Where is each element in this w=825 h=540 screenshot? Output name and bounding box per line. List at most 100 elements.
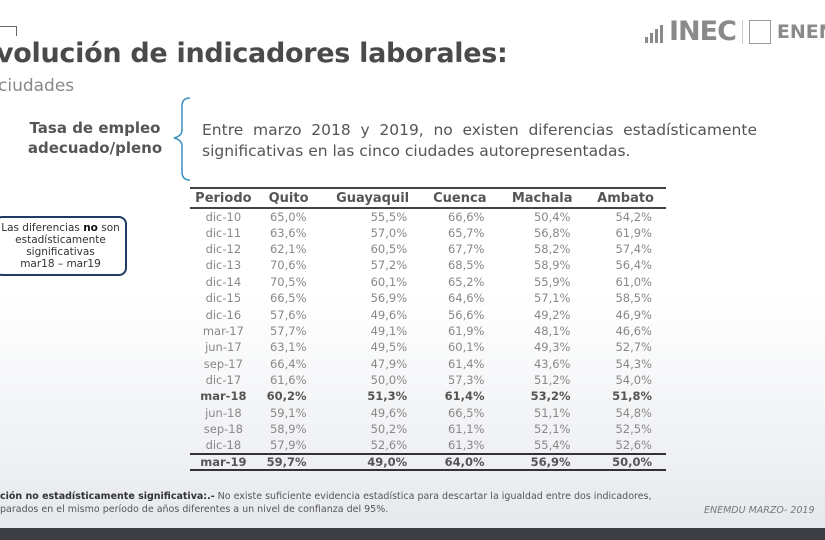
table-row: dic-13 70,6% 57,2% 68,5% 58,9% 56,4%	[190, 257, 666, 273]
table-cell: 50,0%	[584, 452, 666, 472]
inec-logo: INEC ENEM	[645, 18, 825, 45]
table-cell: 52,7%	[615, 340, 652, 355]
note-text: Las diferencias	[1, 222, 84, 234]
table-cell: dic-12	[205, 241, 242, 256]
table-cell: 54,2%	[615, 209, 652, 224]
table-cell: 59,1%	[269, 405, 307, 420]
table-cell: 57,2%	[370, 258, 408, 273]
table-cell: jun-18	[205, 405, 242, 420]
table-cell: 61,3%	[447, 438, 485, 453]
table-cell: 63,1%	[269, 340, 307, 355]
table-cell: sep-17	[203, 356, 243, 371]
table-cell: 64,6%	[447, 291, 485, 306]
table-row: dic-17 61,6% 50,0% 57,3% 51,2% 54,0%	[190, 372, 666, 388]
table-cell: 54,3%	[615, 356, 652, 371]
table-cell: dic-15	[205, 291, 242, 306]
table-cell: 61,9%	[447, 323, 485, 338]
table-cell: 53,2%	[530, 389, 571, 404]
table-cell: 58,2%	[533, 241, 571, 256]
signal-bars-icon	[645, 21, 663, 43]
table-cell: 47,9%	[370, 356, 408, 371]
table-cell: 51,3%	[367, 389, 408, 404]
table-row: dic-11 63,6% 57,0% 65,7% 56,8% 61,9%	[190, 224, 666, 240]
table-cell: 60,5%	[370, 241, 408, 256]
table-cell: dic-17	[205, 373, 242, 388]
table-row: dic-18 57,9% 52,6% 61,3% 55,4% 52,6%	[190, 437, 666, 453]
table-cell: 52,6%	[615, 438, 652, 453]
table-cell: 57,3%	[447, 373, 485, 388]
table-row: dic-12 62,1% 60,5% 67,7% 58,2% 57,4%	[190, 241, 666, 257]
table-cell: 56,8%	[533, 225, 571, 240]
table-cell: 58,9%	[269, 422, 307, 437]
table-cell: 52,6%	[370, 438, 408, 453]
table-cell: 46,9%	[615, 307, 652, 322]
table-cell: 65,7%	[447, 225, 485, 240]
table-cell: 51,8%	[612, 389, 652, 404]
page-subtitle: ciudades	[0, 76, 75, 96]
source-label: ENEMDU MARZO- 2019	[704, 505, 815, 516]
column-header: Cuenca	[421, 187, 499, 209]
table-cell: 54,8%	[615, 405, 652, 420]
significance-note: Las diferencias no son estadísticamente …	[0, 216, 127, 276]
emblem-icon	[748, 19, 771, 44]
table-row: mar-19 59,7% 49,0% 64,0% 56,9% 50,0%	[190, 452, 666, 472]
table-cell: 55,4%	[533, 438, 571, 453]
table-cell: 66,5%	[447, 405, 485, 420]
table-cell: 65,2%	[447, 274, 485, 289]
table-cell: 55,9%	[533, 274, 571, 289]
table-cell: 65,0%	[269, 209, 307, 224]
table-cell: 49,2%	[533, 307, 571, 322]
indicator-label-line2: adecuado/pleno	[27, 139, 163, 157]
table-cell: 70,5%	[269, 274, 307, 289]
table-cell: 49,5%	[370, 340, 408, 355]
table-cell: 59,7%	[256, 452, 321, 472]
corner-decoration	[0, 26, 17, 36]
table-cell: 61,4%	[444, 389, 485, 404]
footnote-text-2: parados en el mismo período de años dife…	[0, 504, 389, 515]
table-row: dic-16 57,6% 49,6% 56,6% 49,2% 46,9%	[190, 306, 666, 322]
table-cell: mar-18	[200, 389, 247, 404]
table-row: sep-17 66,4% 47,9% 61,4% 43,6% 54,3%	[190, 356, 666, 372]
table-row: mar-17 57,7% 49,1% 61,9% 48,1% 46,6%	[190, 323, 666, 339]
curly-brace-icon	[173, 97, 191, 181]
table-cell: dic-10	[205, 209, 242, 224]
note-text: son estadísticamente significativas	[15, 222, 120, 258]
table-cell: 56,6%	[447, 307, 485, 322]
table-row: dic-10 65,0% 55,5% 66,6% 50,4% 54,2%	[190, 208, 666, 224]
table-cell: 60,1%	[370, 274, 408, 289]
table-cell: 57,7%	[269, 323, 307, 338]
logo-text-enemdu: ENEM	[776, 20, 825, 43]
table-cell: 48,1%	[533, 323, 571, 338]
table-cell: 49,0%	[320, 452, 422, 472]
table-cell: 51,1%	[533, 405, 571, 420]
column-header: Ambato	[584, 187, 666, 209]
table-cell: 56,9%	[498, 452, 585, 472]
table-cell: 49,1%	[370, 323, 408, 338]
footnote-bold: ción no estadísticamente significativa:.…	[0, 491, 215, 502]
table-cell: 54,0%	[615, 373, 652, 388]
table-cell: 60,2%	[266, 389, 307, 404]
table-cell: 58,9%	[533, 258, 571, 273]
table-cell: 52,1%	[533, 422, 571, 437]
table-cell: 66,5%	[269, 291, 307, 306]
table-cell: 64,0%	[421, 452, 499, 472]
table-cell: 49,6%	[370, 405, 408, 420]
logo-divider	[741, 19, 743, 44]
column-header: Guayaquil	[320, 187, 422, 209]
table-cell: 57,6%	[269, 307, 307, 322]
table-cell: 50,2%	[370, 422, 408, 437]
column-header: Periodo	[190, 187, 257, 209]
bottom-band	[0, 528, 825, 540]
note-period: mar18 – mar19	[20, 258, 101, 270]
table-cell: 67,7%	[447, 241, 485, 256]
table-cell: dic-16	[205, 307, 242, 322]
table-cell: 52,5%	[615, 422, 652, 437]
footnote: ción no estadísticamente significativa:.…	[0, 490, 652, 516]
table-cell: 68,5%	[447, 258, 485, 273]
indicator-label-line1: Tasa de empleo	[29, 119, 161, 137]
table-cell: 58,5%	[615, 291, 652, 306]
table-cell: sep-18	[203, 422, 243, 437]
table-cell: 61,4%	[447, 356, 485, 371]
table-row: dic-15 66,5% 56,9% 64,6% 57,1% 58,5%	[190, 290, 666, 306]
table-cell: dic-18	[205, 438, 242, 453]
